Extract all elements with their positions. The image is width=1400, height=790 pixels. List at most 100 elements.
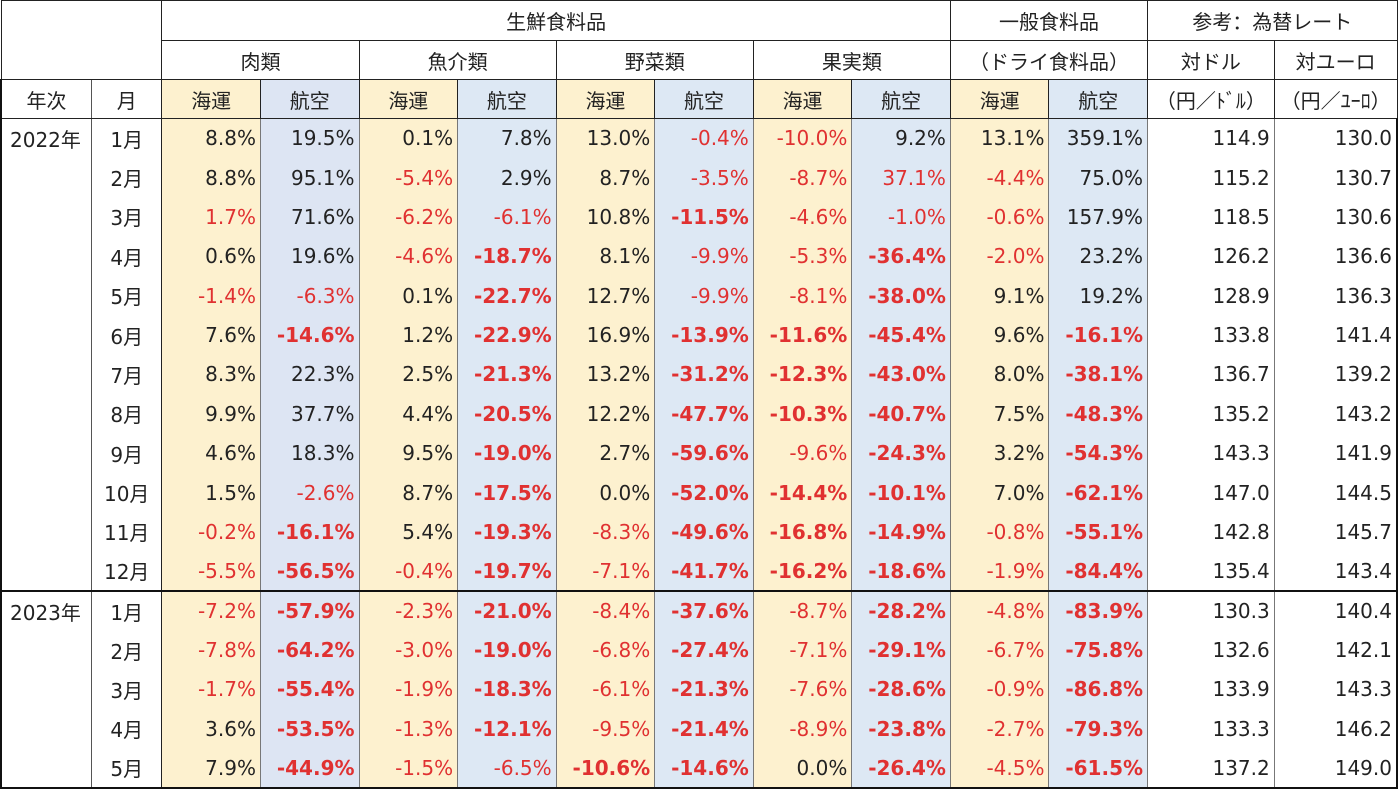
cell-fruit-sea: -8.7%: [752, 157, 852, 198]
cell-fx-eur: 136.3: [1273, 276, 1398, 316]
cell-veg-air: -13.9%: [654, 315, 754, 355]
cell-meat-air: -53.5%: [259, 709, 360, 749]
cell-fx-eur: 130.7: [1273, 157, 1398, 198]
cell-dry-air: -61.5%: [1048, 748, 1148, 789]
cell-veg-air: -0.4%: [654, 118, 754, 158]
cell-fruit-air: -45.4%: [851, 315, 951, 355]
cell-fruit-air: -29.1%: [851, 630, 951, 670]
year-cell: [0, 709, 93, 749]
cell-fx-usd: 142.8: [1147, 512, 1275, 552]
cell-dry-air: 359.1%: [1048, 118, 1148, 158]
cell-fx-usd: 132.6: [1147, 630, 1275, 670]
cell-veg-air: -11.5%: [654, 197, 754, 237]
cell-veg-sea: 2.7%: [555, 433, 655, 473]
cell-dry-air: -55.1%: [1048, 512, 1148, 552]
cell-veg-sea: -10.6%: [555, 748, 655, 789]
header-fish-sea: 海運: [358, 79, 459, 119]
header-fruit-air: 航空: [851, 79, 951, 119]
cell-fish-air: -21.0%: [457, 589, 557, 631]
cell-veg-sea: -9.5%: [555, 709, 655, 749]
cell-fx-usd: 133.8: [1147, 315, 1275, 355]
header-general-food: 一般食料品: [949, 0, 1149, 41]
table-row: 7月 8.3% 22.3% 2.5% -21.3% 13.2% -31.2% -12.3% -4…: [0, 354, 1398, 395]
cell-veg-air: -9.9%: [654, 236, 754, 276]
cell-fx-eur: 143.2: [1273, 394, 1398, 434]
year-cell: 2023年: [0, 589, 93, 631]
cell-meat-air: -64.2%: [259, 630, 360, 670]
header-reference-fx: 参考：為替レート: [1147, 0, 1398, 41]
cell-meat-sea: 7.9%: [161, 748, 261, 789]
table-row: 5月 -1.4% -6.3% 0.1% -22.7% 12.7% -9.9% -8.1% -38…: [0, 276, 1398, 316]
cell-fish-sea: -2.3%: [358, 589, 458, 631]
cell-veg-air: -3.5%: [654, 157, 754, 198]
cell-meat-sea: -7.8%: [161, 630, 261, 670]
cell-meat-sea: 7.6%: [161, 315, 261, 355]
cell-meat-air: 37.7%: [259, 394, 360, 434]
year-cell: [0, 551, 93, 591]
month-cell: 12月: [91, 551, 163, 591]
table-row: 4月 0.6% 19.6% -4.6% -18.7% 8.1% -9.9% -5.3% -36.…: [0, 236, 1398, 276]
month-cell: 1月: [91, 589, 163, 631]
year-cell: [0, 354, 93, 395]
cell-fruit-air: -43.0%: [851, 354, 951, 395]
cell-dry-sea: -6.7%: [949, 630, 1049, 670]
cell-fish-sea: 0.1%: [358, 276, 458, 316]
header-fish: 魚介類: [358, 40, 557, 80]
month-cell: 5月: [91, 276, 163, 316]
cell-dry-air: -38.1%: [1048, 354, 1148, 395]
cell-fruit-sea: -9.6%: [752, 433, 852, 473]
cell-fx-usd: 115.2: [1147, 157, 1275, 198]
cell-fish-sea: -0.4%: [358, 551, 458, 591]
cell-meat-air: -57.9%: [259, 589, 360, 631]
cell-dry-sea: -0.6%: [949, 197, 1049, 237]
cell-dry-air: 19.2%: [1048, 276, 1148, 316]
cell-dry-sea: -1.9%: [949, 551, 1049, 591]
cell-dry-air: 75.0%: [1048, 157, 1148, 198]
cell-meat-sea: -0.2%: [161, 512, 261, 552]
cell-fish-sea: 2.5%: [358, 354, 458, 395]
cell-fx-usd: 147.0: [1147, 472, 1275, 513]
cell-fruit-air: -28.2%: [851, 589, 951, 631]
cell-fx-eur: 142.1: [1273, 630, 1398, 670]
header-fresh-food: 生鮮食料品: [161, 0, 951, 41]
cell-fish-air: -19.7%: [457, 551, 557, 591]
cell-dry-air: 157.9%: [1048, 197, 1148, 237]
cell-dry-air: -54.3%: [1048, 433, 1148, 473]
cell-fruit-sea: -8.9%: [752, 709, 852, 749]
cell-meat-sea: 8.8%: [161, 157, 261, 198]
year-cell: 2022年: [0, 118, 93, 158]
cell-dry-sea: -4.5%: [949, 748, 1049, 789]
cell-fish-sea: -1.3%: [358, 709, 458, 749]
cell-fish-sea: -1.9%: [358, 669, 458, 710]
year-cell: [0, 630, 93, 670]
cell-fx-usd: 114.9: [1147, 118, 1275, 158]
cell-fruit-air: -26.4%: [851, 748, 951, 789]
header-row-modes: 年次 月 海運 航空 海運 航空 海運 航空 海運 航空 海運 航空 （円／ﾄﾞ…: [0, 79, 1398, 119]
cell-veg-air: -41.7%: [654, 551, 754, 591]
cell-fx-eur: 140.4: [1273, 589, 1398, 631]
cell-fruit-sea: -5.3%: [752, 236, 852, 276]
cell-fish-air: 7.8%: [457, 118, 557, 158]
cell-fish-air: -18.7%: [457, 236, 557, 276]
table-row: 3月 1.7% 71.6% -6.2% -6.1% 10.8% -11.5% -4.6% -1.…: [0, 197, 1398, 237]
cell-fruit-air: -10.1%: [851, 472, 951, 513]
cell-dry-sea: -2.0%: [949, 236, 1049, 276]
cell-meat-air: -56.5%: [259, 551, 360, 591]
cell-fx-usd: 130.3: [1147, 589, 1275, 631]
cell-fruit-air: -28.6%: [851, 669, 951, 710]
cell-fx-usd: 133.9: [1147, 669, 1275, 710]
month-cell: 11月: [91, 512, 163, 552]
cell-fish-sea: -6.2%: [358, 197, 458, 237]
cell-fx-eur: 149.0: [1273, 748, 1398, 789]
month-cell: 10月: [91, 472, 163, 513]
table-row: 10月 1.5% -2.6% 8.7% -17.5% 0.0% -52.0% -14.4% -1…: [0, 472, 1398, 513]
cell-fruit-air: -14.9%: [851, 512, 951, 552]
cell-fish-air: -19.0%: [457, 433, 557, 473]
cell-dry-air: -62.1%: [1048, 472, 1148, 513]
month-cell: 7月: [91, 354, 163, 395]
cell-meat-sea: 9.9%: [161, 394, 261, 434]
cell-meat-sea: -7.2%: [161, 589, 261, 631]
cell-veg-sea: 0.0%: [555, 472, 655, 513]
year-cell: [0, 669, 93, 710]
cell-meat-air: 22.3%: [259, 354, 360, 395]
